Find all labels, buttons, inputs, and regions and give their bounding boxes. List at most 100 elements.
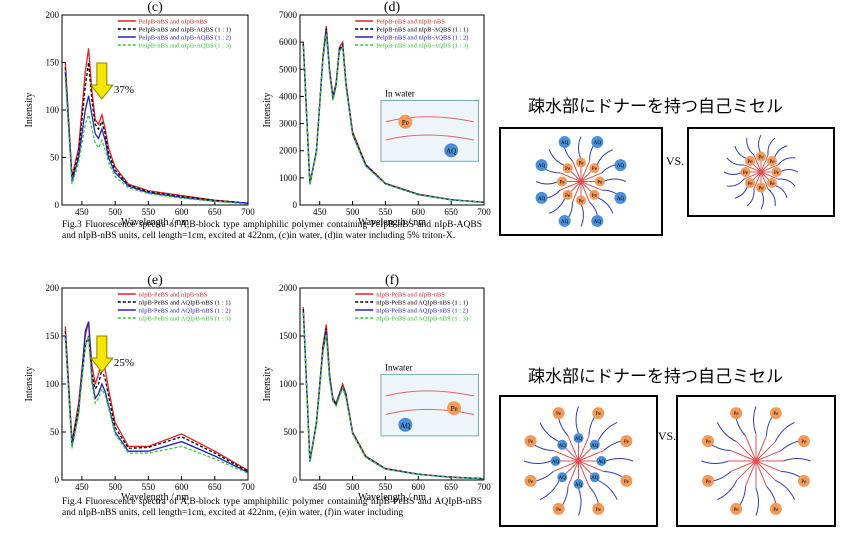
vs-label: VS. <box>666 154 684 168</box>
group-label: Pe <box>596 508 602 513</box>
series-line <box>65 322 248 471</box>
legend-label: nIpB-PeBS and AQIpB-nBS (1 : 2) <box>376 308 468 315</box>
y-tick-label: 5000 <box>279 64 298 74</box>
y-tick-label: 3000 <box>279 119 298 129</box>
aq-label: AQ <box>446 147 456 155</box>
legend-label: nIpB-PeBS and AQIpB-nBS (1 : 2) <box>139 308 231 315</box>
x-tick-label: 700 <box>241 207 255 217</box>
y-tick-label: 6000 <box>279 37 298 47</box>
y-tick-label: 0 <box>293 200 298 210</box>
x-tick-label: 500 <box>346 207 360 217</box>
y-tick-label: 0 <box>293 475 298 485</box>
y-tick-label: 100 <box>46 105 60 115</box>
x-tick-label: 650 <box>208 207 222 217</box>
y-tick-label: 2000 <box>279 283 298 293</box>
group-label: AQ <box>591 476 599 481</box>
group-label: Pe <box>579 199 585 204</box>
panel-label: (f) <box>385 273 399 288</box>
y-tick-label: 150 <box>46 331 60 341</box>
group-label: AQ <box>598 460 606 465</box>
panel-label: (d) <box>384 0 401 15</box>
legend-label: nIpB-PeBS and AQIpB-nBS (1 : 3) <box>139 316 231 323</box>
group-label: Pe <box>801 440 807 445</box>
y-tick-label: 1000 <box>279 173 298 183</box>
y-tick-label: 500 <box>284 427 298 437</box>
legend-label: PeIpB-nBS and nIpB-AQBS (1 : 2) <box>139 35 231 42</box>
group-label: Pe <box>528 440 534 445</box>
legend-label: PeIpB-nBS and nIpB-AQBS (1 : 3) <box>376 43 468 50</box>
x-tick-label: 450 <box>313 482 327 492</box>
group-label: AQ <box>575 483 583 488</box>
group-label: AQ <box>561 220 569 225</box>
group-label: AQ <box>617 197 625 202</box>
group-label: Pe <box>592 167 598 172</box>
caption: Fig.3 Fluorescence spectra of A,B-block … <box>62 220 482 242</box>
group-label: Pe <box>565 167 571 172</box>
legend-label: PeIpB-nBS and nIpB-nBS <box>139 19 208 26</box>
x-tick-label: 600 <box>412 482 426 492</box>
pe-label: Pe <box>451 405 458 413</box>
caption: Fig.4 Fluorescence spectra of A,B-block … <box>62 497 482 519</box>
group-label: Pe <box>759 155 765 160</box>
x-tick-label: 550 <box>142 482 156 492</box>
inset-frame <box>381 101 479 162</box>
group-label: AQ <box>594 220 602 225</box>
y-tick-label: 0 <box>55 200 60 210</box>
legend-label: nIpB-PeBS and nIpB-nBS <box>139 292 208 299</box>
pe-label: Pe <box>402 119 409 127</box>
series-line <box>65 48 248 203</box>
series-line <box>65 336 248 473</box>
series-line <box>65 322 248 473</box>
group-label: Pe <box>759 187 765 192</box>
y-axis-label: Intensity <box>24 93 35 128</box>
x-tick-label: 500 <box>108 207 122 217</box>
x-tick-label: 650 <box>208 482 222 492</box>
legend-label: nIpB-PeBS and AQIpB-nBS (1 : 1) <box>376 300 468 307</box>
group-label: Pe <box>597 181 603 186</box>
group-label: AQ <box>538 197 546 202</box>
y-axis-label: Intensity <box>24 367 35 402</box>
group-label: Pe <box>565 194 571 199</box>
group-label: AQ <box>591 444 599 449</box>
heading: 疎水部にドナーを持つ自己ミセル <box>528 362 783 387</box>
inset-label: In water <box>385 89 415 99</box>
y-tick-label: 150 <box>46 58 60 68</box>
x-tick-label: 700 <box>241 482 255 492</box>
series-line <box>65 331 248 471</box>
panel-label: (e) <box>147 273 163 288</box>
group-label: Pe <box>734 412 740 417</box>
y-tick-label: 7000 <box>279 10 298 20</box>
y-tick-label: 100 <box>46 379 60 389</box>
group-label: Pe <box>596 412 602 417</box>
annotation: 25% <box>114 357 134 369</box>
inset-label: Inwater <box>385 362 412 372</box>
legend-label: PeIpB-nBS and nIpB-AQBS (1 : 2) <box>376 35 468 42</box>
group-label: Pe <box>592 194 598 199</box>
x-tick-label: 550 <box>379 207 393 217</box>
group-label: Pe <box>773 412 779 417</box>
group-label: Pe <box>706 480 712 485</box>
arrow <box>91 63 113 99</box>
group-label: AQ <box>552 460 560 465</box>
group-label: Pe <box>556 412 562 417</box>
heading: 疎水部にドナーを持つ自己ミセル <box>528 92 783 117</box>
group-label: Pe <box>556 508 562 513</box>
x-tick-label: 600 <box>175 207 189 217</box>
group-label: Pe <box>624 440 630 445</box>
aq-label: AQ <box>400 422 410 430</box>
x-tick-label: 650 <box>444 207 458 217</box>
group-label: Pe <box>748 160 754 165</box>
group-label: Pe <box>774 171 780 176</box>
group-label: Pe <box>743 171 749 176</box>
legend-label: PeIpB-nBS and nIpB-nBS <box>376 19 445 26</box>
x-tick-label: 600 <box>175 482 189 492</box>
group-label: Pe <box>769 182 775 187</box>
group-label: Pe <box>560 181 566 186</box>
group-label: Pe <box>748 182 754 187</box>
x-tick-label: 450 <box>75 482 89 492</box>
group-label: AQ <box>538 164 546 169</box>
y-tick-label: 50 <box>50 427 60 437</box>
legend-label: PeIpB-nBS and nIpB-AQBS (1 : 1) <box>376 27 468 34</box>
group-label: AQ <box>561 141 569 146</box>
x-tick-label: 550 <box>142 207 156 217</box>
